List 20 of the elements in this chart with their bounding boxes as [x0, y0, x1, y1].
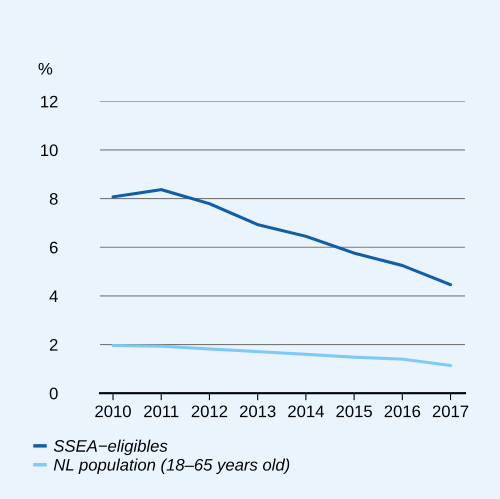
legend-label: SSEA−eligibles: [54, 440, 168, 456]
y-tick-label: 12: [41, 96, 58, 108]
y-tick-label: 0: [50, 388, 58, 400]
y-tick-label: 10: [41, 144, 58, 156]
x-tick-label: 2012: [192, 405, 228, 418]
line-series: [111, 188, 452, 286]
x-tick-label: 2017: [432, 405, 468, 418]
x-tick-label: 2014: [288, 405, 324, 418]
y-tick-label: 4: [49, 290, 58, 302]
y-axis-title: %: [38, 62, 52, 75]
x-tick-label: 2011: [144, 405, 178, 418]
y-tick-label: 2: [50, 338, 58, 351]
line-series: [111, 344, 452, 368]
x-tick-label: 2010: [95, 405, 131, 418]
x-tick-label: 2016: [384, 405, 420, 418]
legend-label: NL population (18–65 years old): [54, 458, 290, 474]
y-tick-label: 8: [50, 193, 58, 205]
x-tick-label: 2013: [240, 405, 276, 418]
x-tick-label: 2015: [336, 405, 372, 418]
y-tick-label: 6: [50, 242, 58, 254]
